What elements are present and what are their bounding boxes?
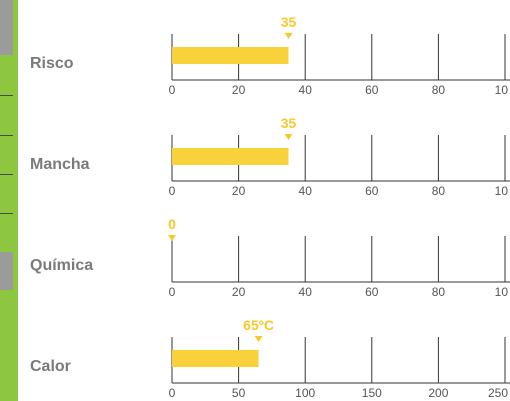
tick-label: 80	[432, 83, 446, 97]
tick-label: 250	[488, 386, 508, 400]
sidebar-strip	[0, 0, 18, 401]
tick-label: 50	[232, 386, 246, 400]
tick-label: 10	[495, 285, 509, 299]
category-label: Risco	[30, 55, 74, 72]
value-label: 35	[281, 14, 297, 30]
tick-label: 40	[299, 285, 313, 299]
tick-label: 60	[365, 83, 379, 97]
sidebar-divider	[0, 135, 13, 136]
bar	[172, 148, 289, 165]
category-label: Calor	[30, 358, 71, 375]
tick-label: 40	[299, 184, 313, 198]
value-marker-icon	[284, 33, 293, 39]
sidebar-tab	[0, 0, 13, 55]
tick-label: 150	[362, 386, 382, 400]
category-label: Química	[30, 257, 93, 274]
tick-label: 10	[495, 184, 509, 198]
tick-label: 20	[232, 285, 246, 299]
sidebar-divider	[0, 213, 13, 214]
tick-label: 0	[169, 285, 176, 299]
sidebar-tab	[0, 252, 13, 290]
chart-row-risco: Risco 0 20 40 60 80 10 35	[30, 14, 510, 97]
tick-label: 200	[428, 386, 448, 400]
sidebar-divider	[0, 95, 13, 96]
bar	[172, 350, 259, 367]
tick-label: 0	[169, 184, 176, 198]
category-label: Mancha	[30, 156, 90, 173]
value-marker-icon	[168, 235, 176, 241]
value-label: 0	[168, 216, 176, 232]
value-marker-icon	[284, 134, 293, 140]
chart-row-calor: Calor 0 50 100 150 200 250 65ºC	[30, 317, 510, 400]
tick-label: 80	[432, 285, 446, 299]
bar	[172, 47, 289, 64]
tick-label: 20	[232, 83, 246, 97]
tick-label: 40	[299, 83, 313, 97]
tick-label: 80	[432, 184, 446, 198]
tick-label: 0	[169, 386, 176, 400]
tick-label: 10	[495, 83, 509, 97]
value-label: 65ºC	[243, 317, 274, 333]
chart-row-mancha: Mancha 0 20 40 60 80 10 35	[30, 115, 510, 198]
value-marker-icon	[254, 336, 263, 342]
tick-label: 0	[169, 83, 176, 97]
tick-label: 20	[232, 184, 246, 198]
value-label: 35	[281, 115, 297, 131]
tick-label: 60	[365, 184, 379, 198]
sidebar-divider	[0, 174, 13, 175]
tick-label: 100	[295, 386, 315, 400]
tick-label: 60	[365, 285, 379, 299]
